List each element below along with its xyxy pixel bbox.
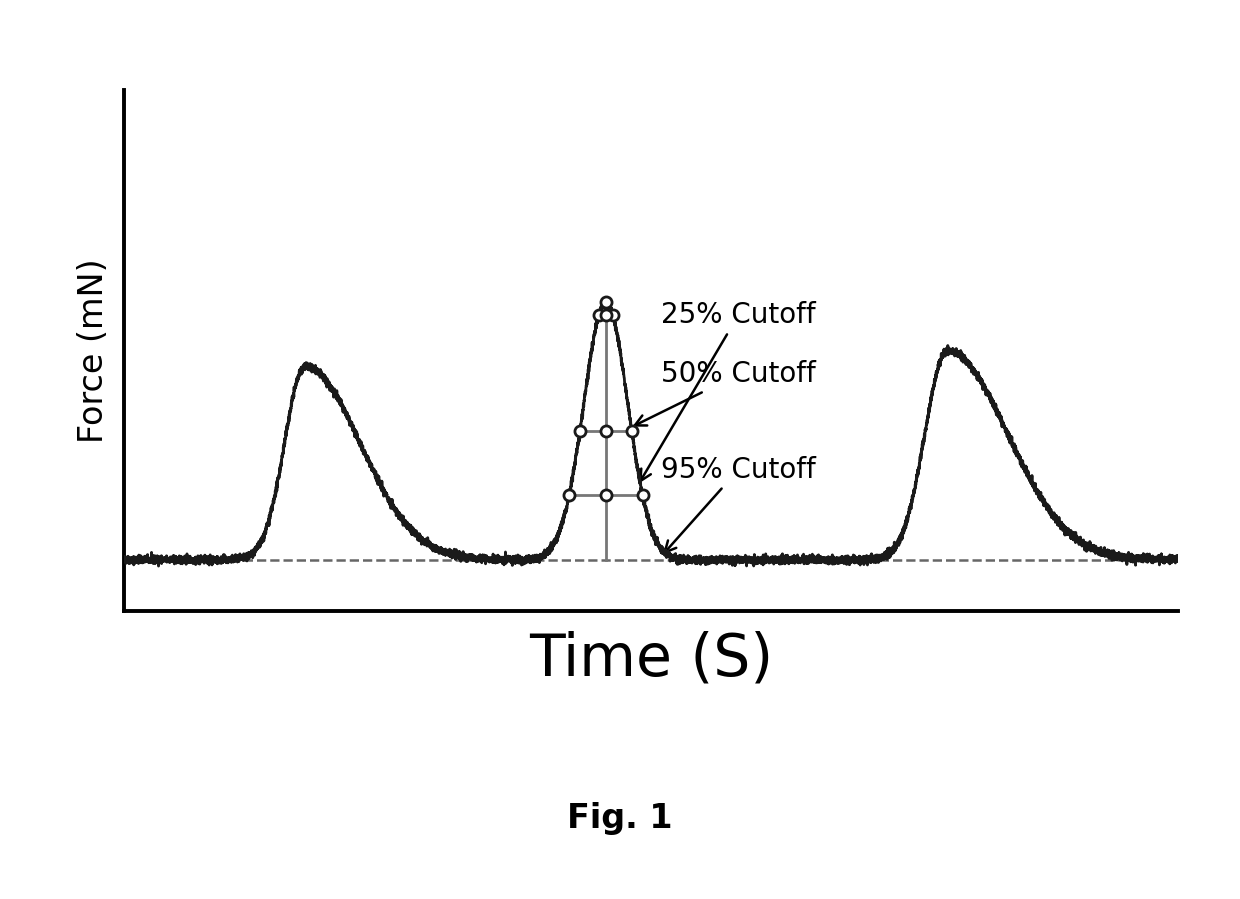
Y-axis label: Force (mN): Force (mN) <box>77 258 110 443</box>
X-axis label: Time (S): Time (S) <box>529 631 773 688</box>
Text: 25% Cutoff: 25% Cutoff <box>640 301 816 481</box>
Text: 50% Cutoff: 50% Cutoff <box>635 360 816 425</box>
Text: Fig. 1: Fig. 1 <box>567 802 673 834</box>
Text: 95% Cutoff: 95% Cutoff <box>661 456 816 553</box>
